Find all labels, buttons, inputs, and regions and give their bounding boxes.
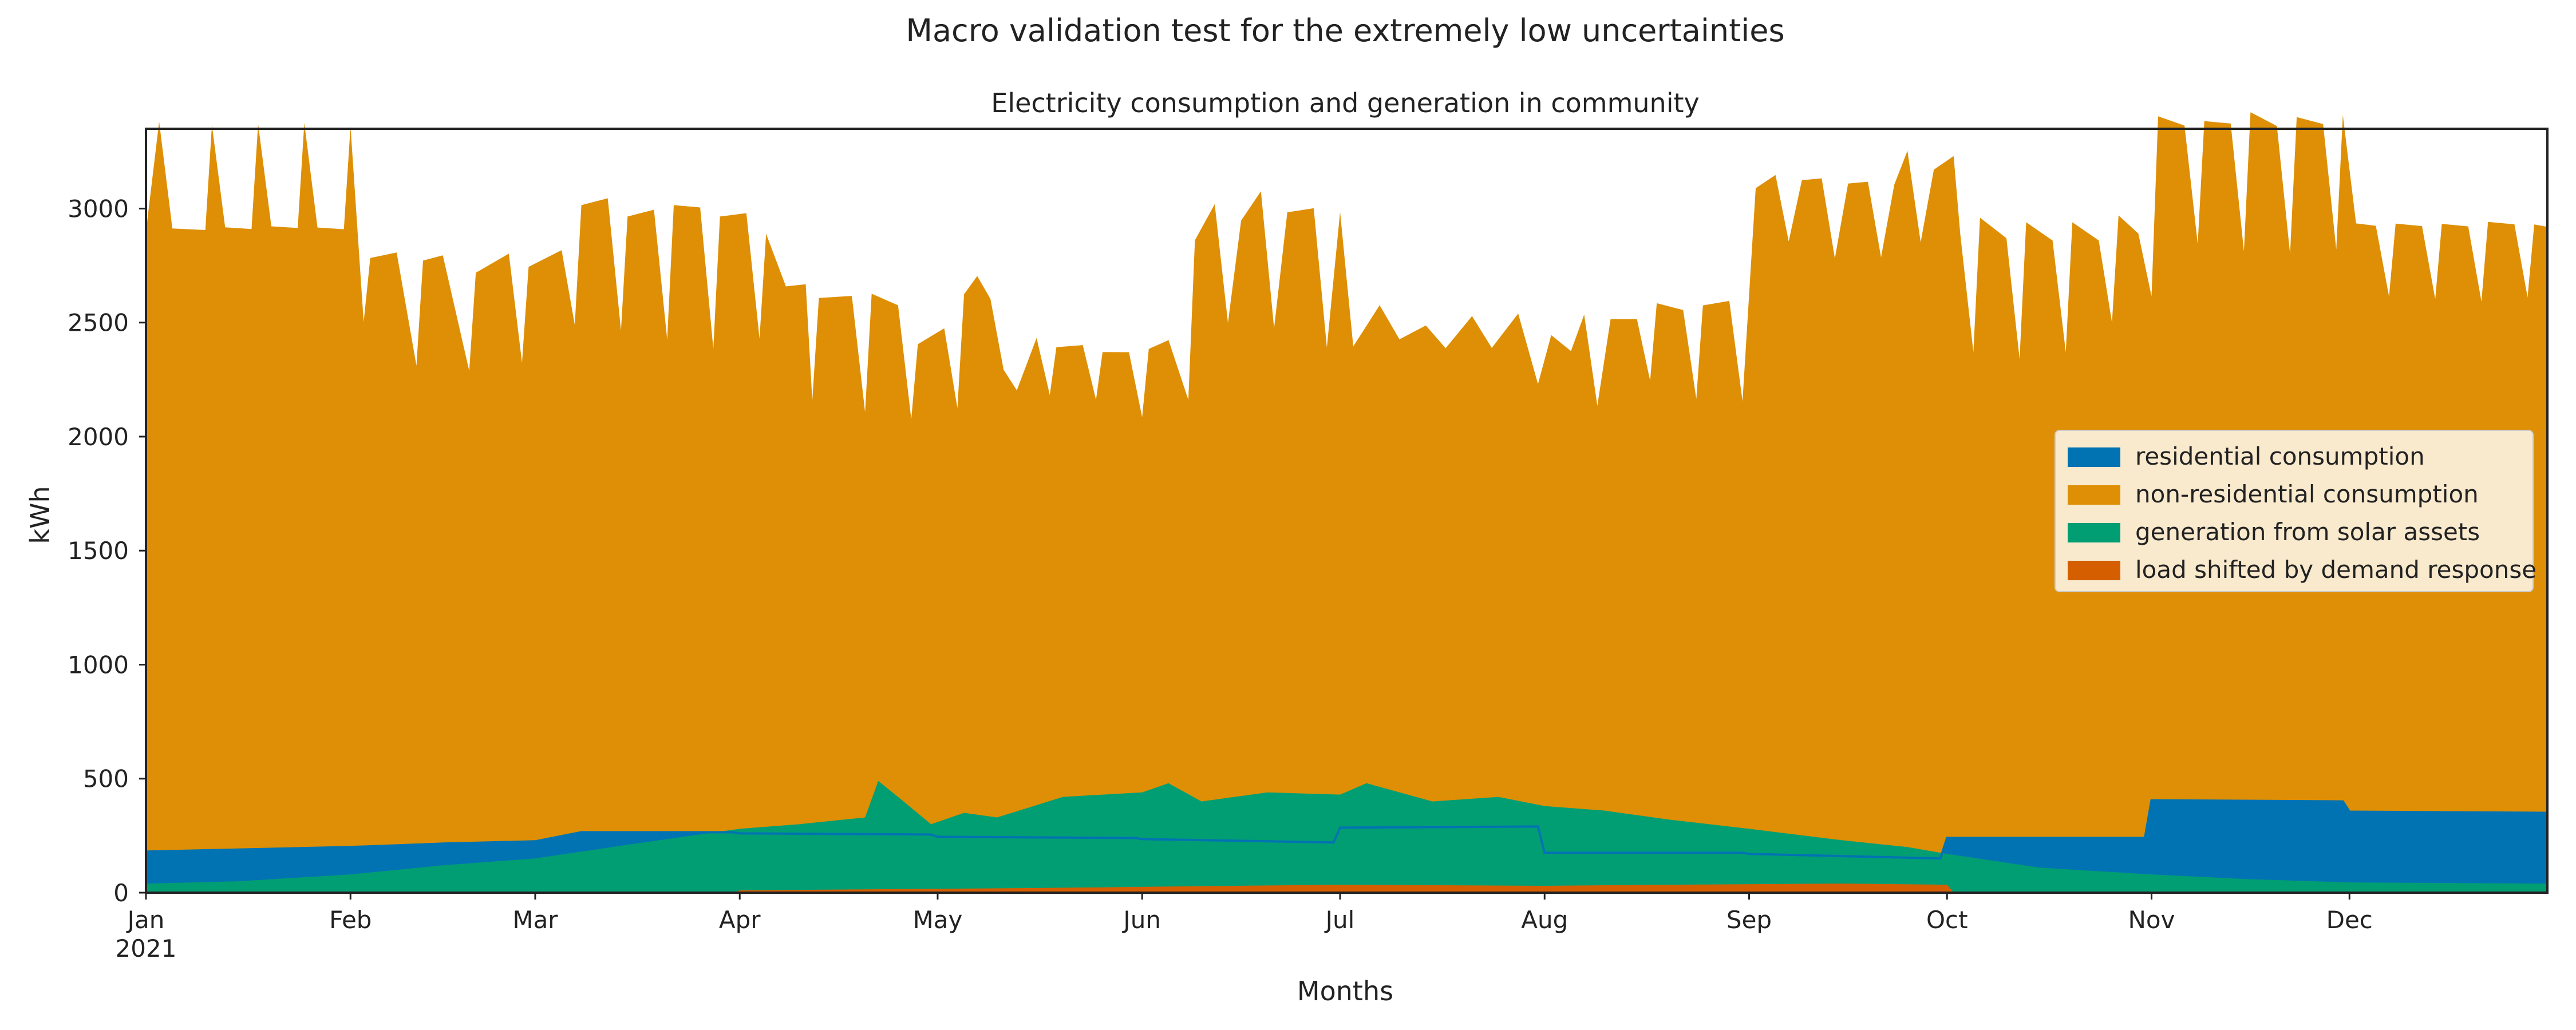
legend-label: non-residential consumption bbox=[2135, 480, 2479, 508]
x-tick-sublabel: 2021 bbox=[116, 934, 177, 962]
series-area-load-shifted-by-demand-response bbox=[146, 884, 2547, 893]
y-tick-label: 1500 bbox=[68, 537, 129, 565]
x-tick-label: May bbox=[913, 906, 963, 934]
chart-suptitle: Macro validation test for the extremely … bbox=[906, 13, 1784, 49]
legend-box bbox=[2055, 430, 2534, 592]
series-area-non-residential-consumption bbox=[146, 112, 2547, 859]
x-tick-label: Apr bbox=[719, 906, 761, 934]
y-axis-label: kWh bbox=[25, 486, 56, 544]
x-tick-label: Nov bbox=[2128, 906, 2175, 934]
plot-frame bbox=[145, 128, 2549, 894]
chart-legend: residential consumption non-residential c… bbox=[2055, 430, 2537, 592]
y-axis-ticks: 0 500 1000 1500 2000 2500 3000 bbox=[68, 195, 146, 907]
legend-swatch bbox=[2068, 523, 2120, 542]
legend-label: generation from solar assets bbox=[2135, 518, 2480, 546]
legend-label: residential consumption bbox=[2135, 442, 2425, 470]
y-tick-label: 2000 bbox=[68, 423, 129, 451]
x-tick-label: Feb bbox=[329, 906, 372, 934]
y-tick-label: 0 bbox=[113, 879, 129, 907]
legend-label: load shifted by demand response bbox=[2135, 556, 2537, 584]
x-tick-label: Jul bbox=[1324, 906, 1355, 934]
legend-swatch bbox=[2068, 561, 2120, 580]
plot-area bbox=[145, 112, 2548, 893]
series-area-generation-from-solar-assets bbox=[146, 781, 2547, 893]
y-tick-label: 500 bbox=[83, 765, 129, 793]
x-tick-label: Jun bbox=[1121, 906, 1161, 934]
chart-title: Electricity consumption and generation i… bbox=[991, 88, 1700, 118]
x-axis-label: Months bbox=[1297, 976, 1393, 1007]
legend-swatch bbox=[2068, 485, 2120, 505]
y-tick-label: 1000 bbox=[68, 651, 129, 679]
x-tick-label: Sep bbox=[1726, 906, 1772, 934]
x-tick-label: Dec bbox=[2326, 906, 2373, 934]
x-tick-label: Jan bbox=[126, 906, 165, 934]
legend-swatch bbox=[2068, 447, 2120, 467]
x-tick-label: Mar bbox=[512, 906, 558, 934]
y-tick-label: 3000 bbox=[68, 195, 129, 223]
y-tick-label: 2500 bbox=[68, 309, 129, 337]
x-tick-label: Aug bbox=[1521, 906, 1568, 934]
x-tick-label: Oct bbox=[1926, 906, 1968, 934]
series-line-residential-consumption bbox=[145, 799, 2548, 860]
